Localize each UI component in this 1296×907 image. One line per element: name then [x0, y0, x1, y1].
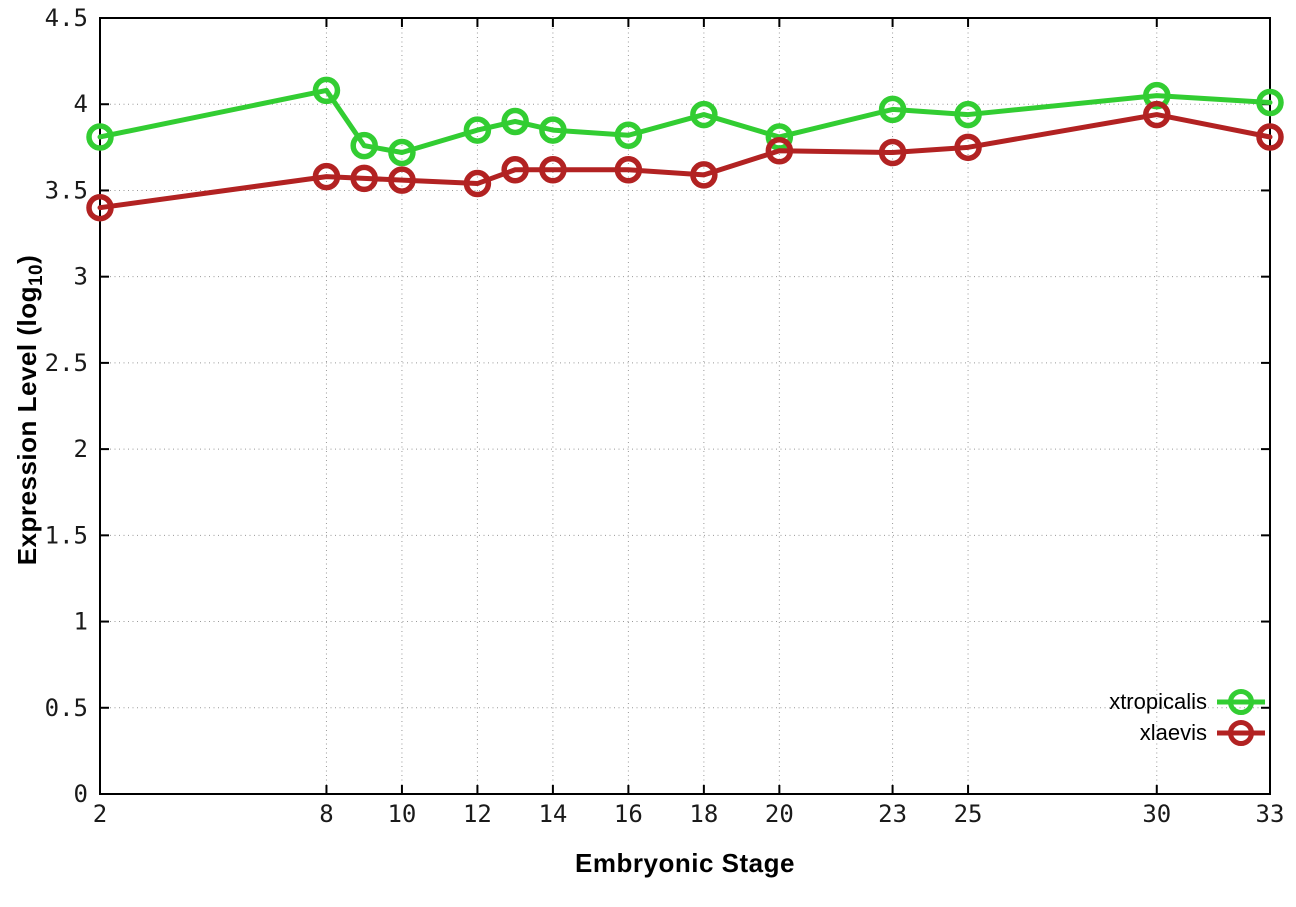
x-axis-title: Embryonic Stage: [575, 848, 795, 878]
data-point-xlaevis-stage-12: [463, 169, 492, 198]
data-point-xlaevis-stage-20: [765, 137, 794, 165]
legend: xtropicalis xlaevis: [1109, 686, 1266, 748]
y-tick-label: 4.5: [45, 4, 88, 32]
x-tick-label: 33: [1256, 800, 1285, 828]
y-tick-label: 1.5: [45, 521, 88, 549]
data-point-xtropicalis-stage-12: [463, 116, 492, 144]
data-point-xtropicalis-stage-16: [614, 121, 643, 150]
data-point-xlaevis-stage-10: [388, 166, 416, 194]
legend-circle-sample-xlaevis: [1228, 719, 1254, 746]
data-point-xtropicalis-stage-30: [1143, 81, 1171, 110]
y-axis-title-text: Expression Level (log: [11, 286, 42, 566]
data-point-xlaevis-stage-25: [954, 133, 982, 162]
x-tick-label: 25: [954, 800, 983, 828]
x-tick-label: 12: [463, 800, 492, 828]
x-tick-label: 18: [689, 800, 718, 828]
y-tick-label: 0.5: [45, 694, 88, 722]
data-point-xtropicalis-stage-18: [690, 100, 718, 129]
data-point-xtropicalis-stage-25: [954, 100, 982, 129]
legend-marker-xlaevis: [1217, 719, 1265, 746]
data-point-xtropicalis-stage-13: [501, 107, 529, 136]
x-tick-label: 16: [614, 800, 643, 828]
y-tick-label: 2.5: [45, 349, 88, 377]
x-tick-label: 14: [538, 800, 567, 828]
data-point-xtropicalis-stage-9: [350, 131, 378, 160]
data-point-xlaevis-stage-8: [312, 162, 341, 191]
y-axis-title-suffix: ): [11, 254, 42, 264]
data-point-xtropicalis-stage-20: [765, 123, 794, 151]
x-tick-label: 20: [765, 800, 794, 828]
y-tick-label: 0: [74, 780, 88, 808]
x-tick-label: 30: [1142, 800, 1171, 828]
x-tick-label: 23: [878, 800, 907, 828]
data-point-xtropicalis-stage-10: [388, 138, 416, 167]
data-point-xlaevis-stage-33: [1256, 123, 1284, 151]
x-tick-label: 10: [387, 800, 416, 828]
y-axis-title: Expression Level (log10): [12, 255, 48, 566]
data-point-xlaevis-stage-18: [690, 161, 718, 189]
data-point-xlaevis-stage-13: [501, 156, 529, 184]
legend-label-xlaevis: xlaevis: [1139, 719, 1207, 745]
plot-border: [99, 17, 1271, 795]
legend-circle-sample-xtropicalis: [1228, 688, 1254, 715]
data-point-xtropicalis-stage-2: [86, 123, 114, 151]
legend-marker-xtropicalis: [1217, 688, 1265, 715]
legend-label-xtropicalis: xtropicalis: [1109, 688, 1207, 714]
x-tick-label: 8: [319, 800, 333, 828]
y-tick-label: 1: [74, 608, 88, 636]
data-point-xtropicalis-stage-14: [539, 116, 567, 144]
data-point-xlaevis-stage-14: [539, 156, 567, 184]
data-point-xlaevis-stage-2: [86, 193, 114, 222]
data-point-xlaevis-stage-30: [1143, 100, 1171, 129]
legend-item-xtropicalis: xtropicalis: [1109, 686, 1266, 717]
data-point-xlaevis-stage-9: [350, 164, 378, 193]
series-line-xtropicalis: [97, 87, 1273, 156]
data-point-xlaevis-stage-16: [614, 156, 643, 184]
legend-item-xlaevis: xlaevis: [1140, 717, 1266, 748]
data-point-xtropicalis-stage-8: [312, 76, 341, 105]
y-tick-label: 3.5: [45, 176, 88, 204]
y-tick-label: 3: [74, 263, 88, 291]
data-point-xtropicalis-stage-33: [1256, 88, 1284, 117]
series-line-xlaevis: [97, 112, 1273, 211]
y-tick-label: 4: [74, 90, 88, 118]
data-point-xtropicalis-stage-23: [878, 95, 907, 124]
data-point-xlaevis-stage-23: [878, 138, 907, 167]
x-tick-label: 2: [93, 800, 107, 828]
y-tick-label: 2: [74, 435, 88, 463]
y-axis-title-subscript: 10: [26, 263, 48, 287]
